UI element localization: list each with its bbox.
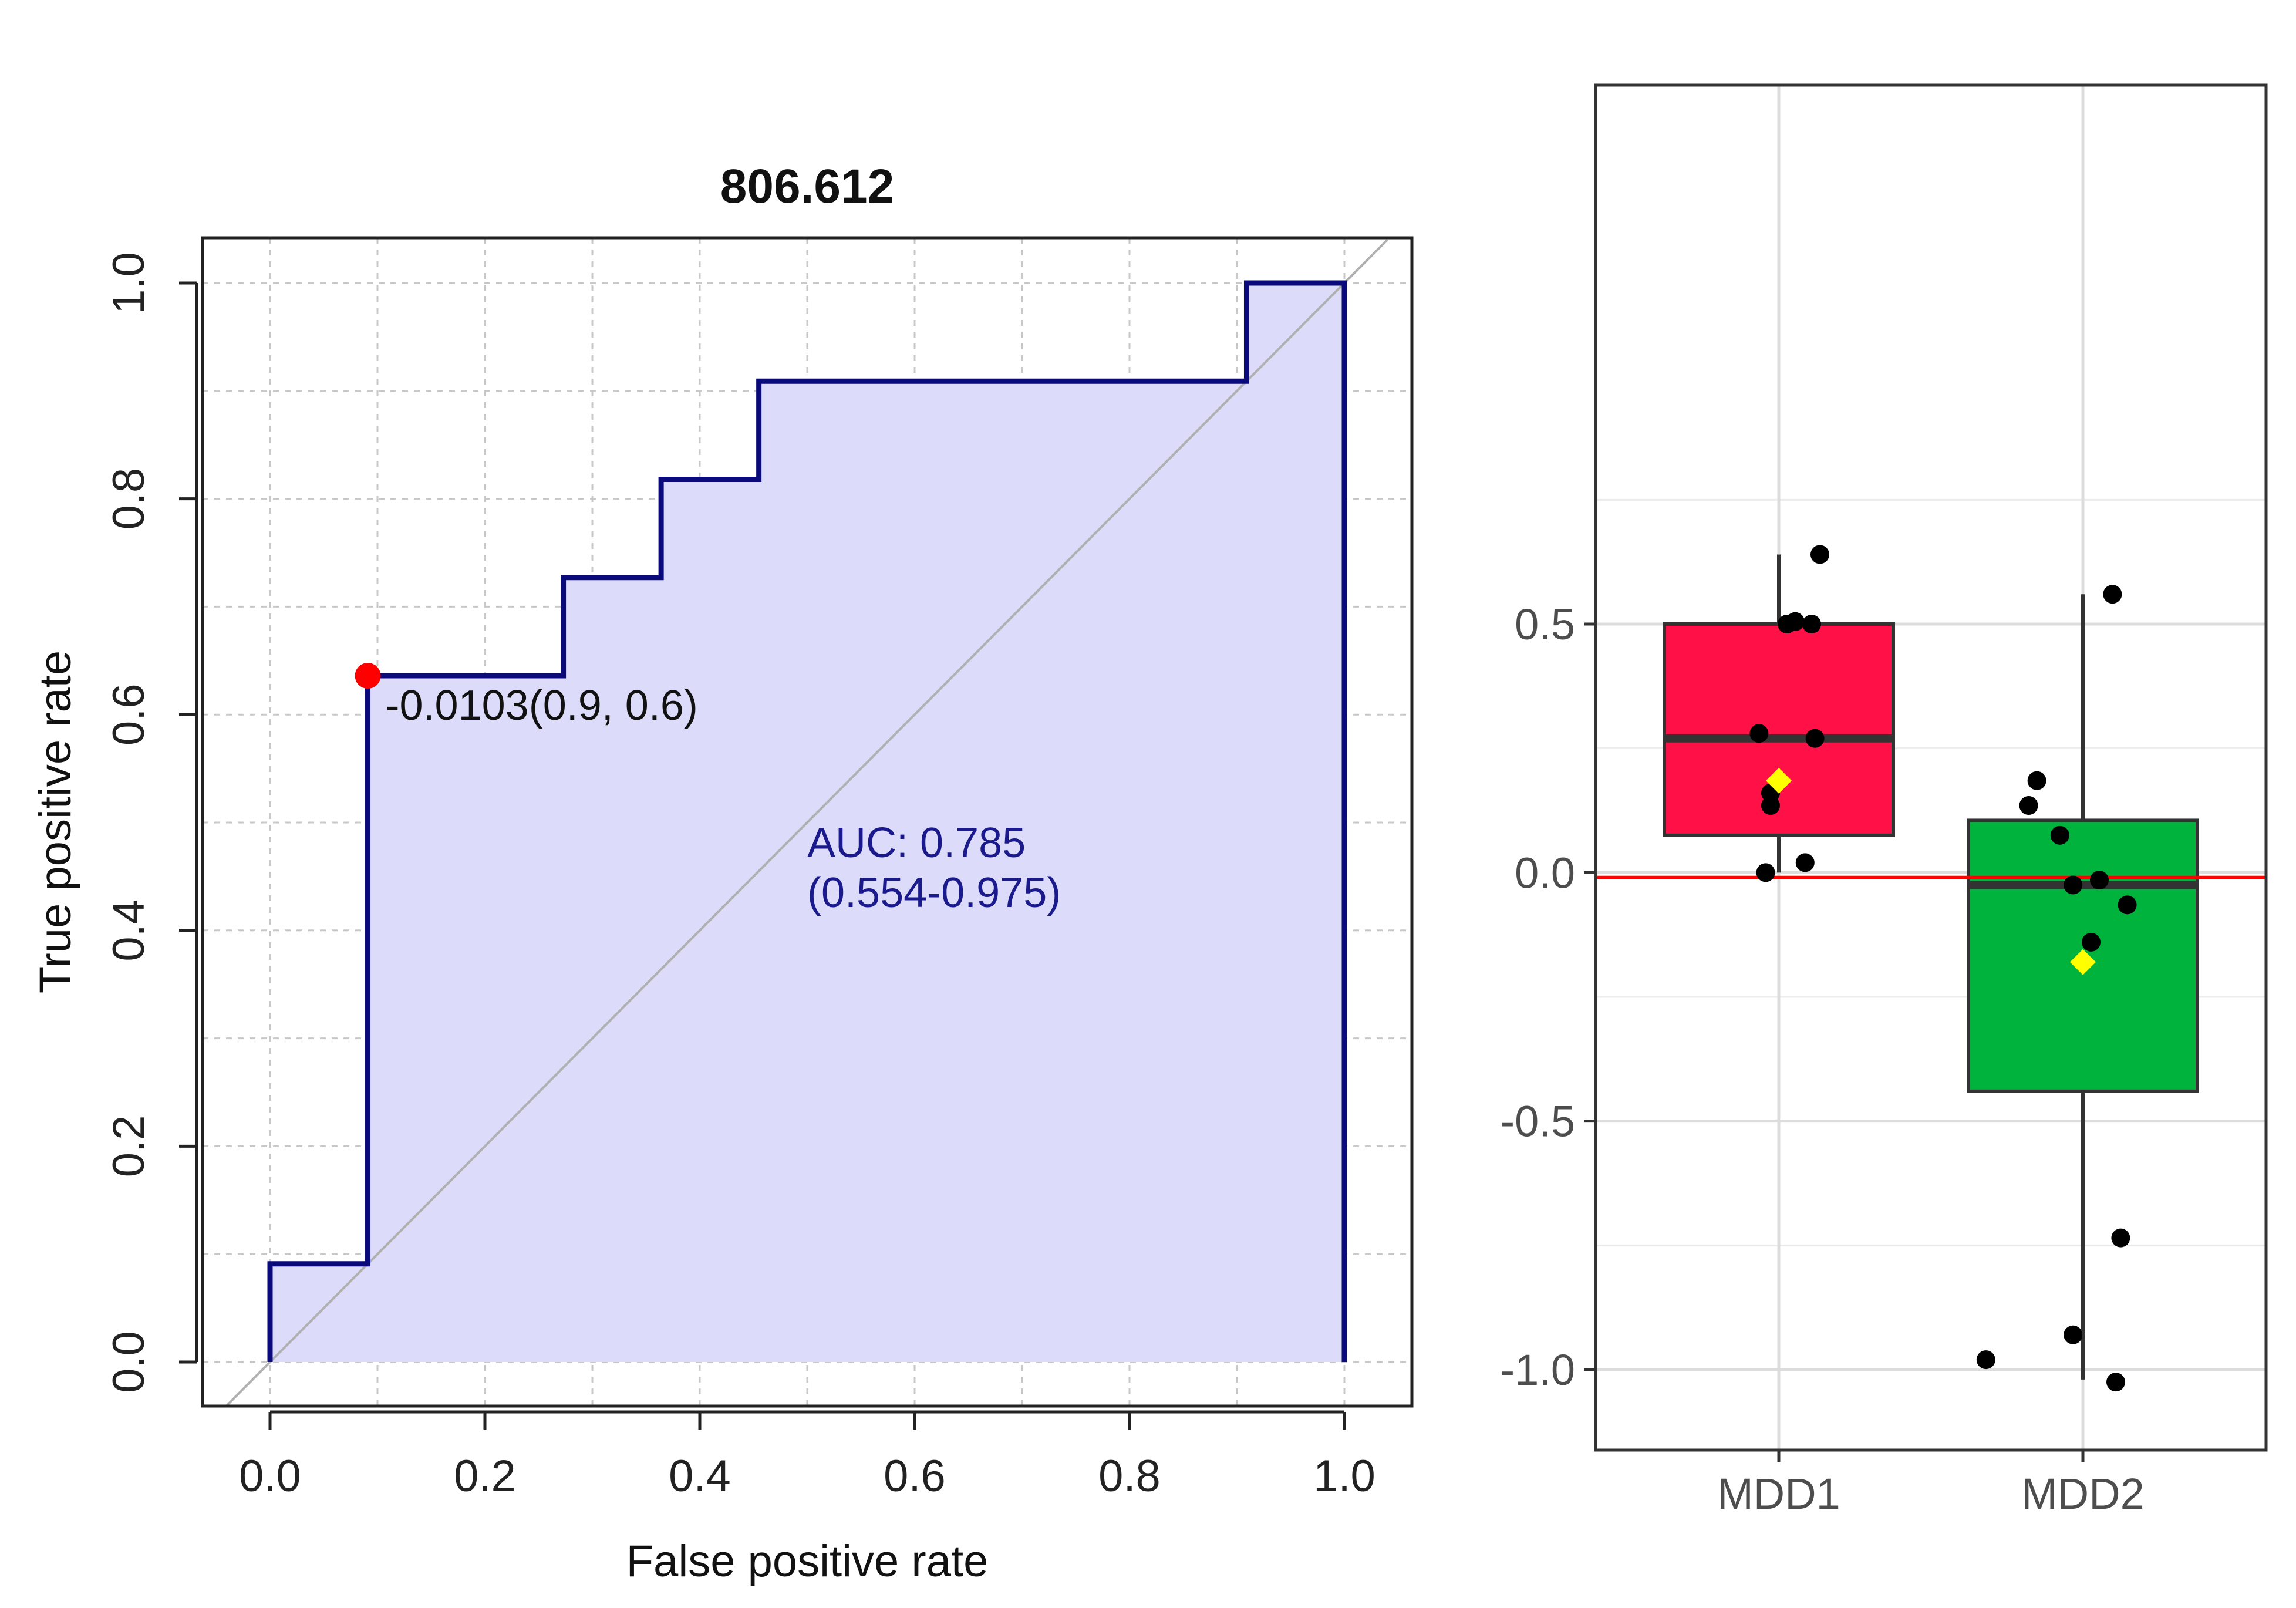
- roc-x-tick-label: 0.2: [454, 1451, 516, 1501]
- roc-auc-label: AUC: 0.785: [807, 820, 1026, 867]
- boxplot-point-mdd1: [1786, 612, 1805, 631]
- roc-curve-line: [267, 280, 1347, 1362]
- boxplot-y-tick-label: 0.0: [1515, 848, 1575, 897]
- boxplot-y-tick-label: 0.5: [1515, 600, 1575, 649]
- roc-title: 806.612: [720, 160, 894, 213]
- roc-panel: -0.0103(0.9, 0.6) AUC: 0.785 (0.554-0.97…: [31, 160, 1414, 1586]
- boxplot-point-mdd1: [1756, 863, 1775, 882]
- roc-plot-frame: [201, 236, 1414, 1408]
- boxplot-point-mdd1: [1749, 724, 1769, 743]
- boxplot-point-mdd2: [1976, 1350, 1995, 1370]
- boxplot-y-tick-label: -1.0: [1500, 1346, 1575, 1394]
- boxplot-y-axis: 0.5 0.0 -0.5 -1.0: [1500, 600, 1596, 1394]
- boxplot-point-mdd2: [2064, 1325, 2083, 1344]
- roc-x-tick-label: 1.0: [1313, 1451, 1375, 1501]
- roc-x-axis-label: False positive rate: [626, 1536, 989, 1586]
- boxplot-point-mdd2: [2050, 825, 2069, 845]
- boxplot-point-mdd2: [2019, 796, 2038, 815]
- boxplot-point-mdd1: [1795, 853, 1815, 872]
- boxplot-point-mdd2: [2106, 1373, 2125, 1392]
- boxplot-x-tick-label: MDD2: [2021, 1469, 2145, 1518]
- roc-y-tick-label: 0.6: [104, 683, 154, 746]
- boxplot-point-mdd2: [2064, 875, 2083, 895]
- roc-y-axis: 0.0 0.2 0.4 0.6 0.8 1.0: [104, 252, 198, 1393]
- boxplot-point-mdd1: [1761, 796, 1780, 815]
- boxplot-y-tick-label: -0.5: [1500, 1097, 1575, 1146]
- roc-y-axis-label: True positive rate: [31, 650, 80, 993]
- roc-y-tick-label: 1.0: [104, 252, 154, 314]
- boxplot-points: [1749, 545, 2137, 1392]
- boxplot-point-mdd1: [1810, 545, 1829, 564]
- roc-auc-ci-label: (0.554-0.975): [807, 869, 1061, 916]
- boxplot-point-mdd2: [2082, 932, 2101, 952]
- roc-y-tick-label: 0.0: [104, 1331, 154, 1393]
- boxplot-x-tick-label: MDD1: [1717, 1469, 1840, 1518]
- roc-x-tick-label: 0.4: [669, 1451, 731, 1501]
- roc-y-tick-label: 0.2: [104, 1115, 154, 1178]
- roc-x-tick-label: 0.0: [239, 1451, 301, 1501]
- roc-x-tick-label: 0.8: [1098, 1451, 1161, 1501]
- boxplot-mean-mdd2: [2070, 949, 2096, 975]
- boxplot-x-axis: MDD1 MDD2: [1717, 1450, 2145, 1518]
- roc-cutoff-label: -0.0103(0.9, 0.6): [386, 682, 698, 729]
- boxplot-point-mdd2: [2027, 771, 2046, 790]
- roc-chance-diagonal: [226, 239, 1388, 1406]
- boxplot-point-mdd2: [2111, 1228, 2130, 1248]
- boxplot-point-mdd2: [2090, 871, 2109, 890]
- boxplot-groups: [1663, 554, 2199, 1380]
- roc-y-tick-label: 0.8: [104, 468, 154, 530]
- roc-x-tick-label: 0.6: [884, 1451, 946, 1501]
- boxplot-panel: 0.5 0.0 -0.5 -1.0 MDD1 MDD2: [1500, 83, 2268, 1518]
- boxplot-point-mdd1: [1805, 729, 1825, 748]
- roc-x-axis: 0.0 0.2 0.4 0.6 0.8 1.0: [239, 1410, 1375, 1501]
- boxplot-frame: [1594, 83, 2268, 1452]
- roc-cutoff-point: [355, 663, 381, 689]
- boxplot-point-mdd1: [1802, 615, 1821, 633]
- boxplot-point-mdd2: [2118, 895, 2137, 915]
- boxplot-mean-mdd1: [1766, 767, 1792, 794]
- boxplot-point-mdd2: [2103, 585, 2122, 604]
- roc-y-tick-label: 0.4: [104, 899, 154, 962]
